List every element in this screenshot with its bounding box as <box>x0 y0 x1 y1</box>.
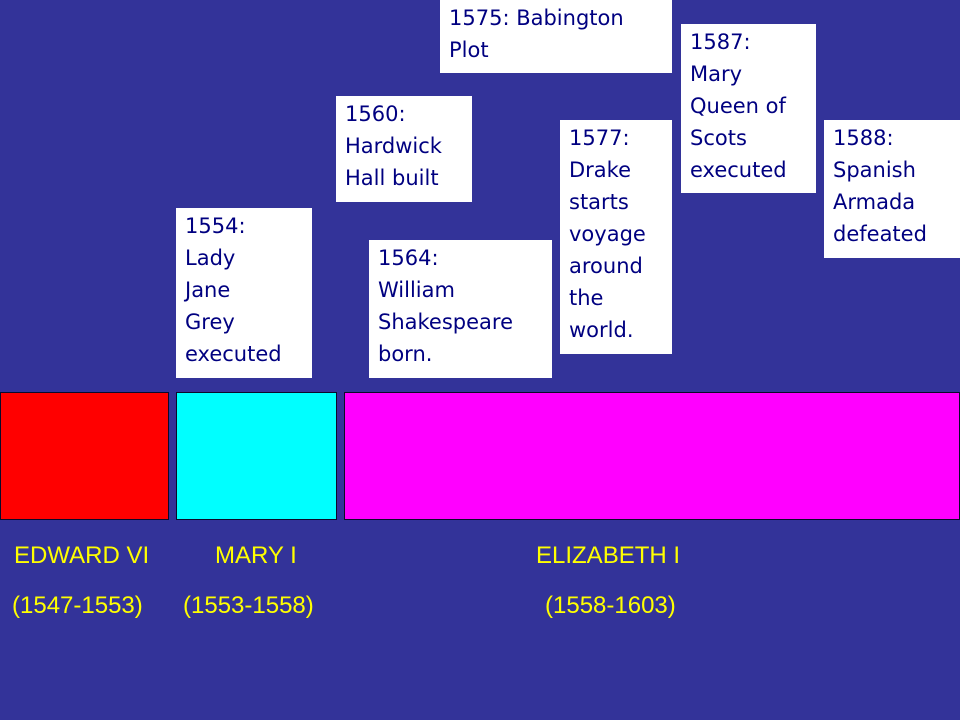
reign-years-mary-i: (1553-1558) <box>183 592 314 619</box>
event-1587-mary-queen-of-scots-executed: 1587: Mary Queen of Scots executed <box>681 24 816 193</box>
reign-years-edward-vi: (1547-1553) <box>12 592 143 619</box>
reign-name-edward-vi: EDWARD VI <box>14 542 150 569</box>
reign-name-elizabeth-i: ELIZABETH I <box>536 542 681 569</box>
event-1577-drake-voyage: 1577: Drake starts voyage around the wor… <box>560 120 672 354</box>
reign-bar-edward-vi <box>0 392 169 520</box>
event-1560-hardwick-hall-built: 1560: Hardwick Hall built <box>336 96 472 202</box>
event-1564-shakespeare-born: 1564: William Shakespeare born. <box>369 240 552 378</box>
event-1554-lady-jane-grey-executed: 1554: Lady Jane Grey executed <box>176 208 312 378</box>
reign-name-mary-i: MARY I <box>215 542 297 569</box>
reign-bar-mary-i <box>176 392 337 520</box>
reign-years-elizabeth-i: (1558-1603) <box>545 592 676 619</box>
event-1588-spanish-armada-defeated: 1588: Spanish Armada defeated <box>824 120 960 258</box>
event-1575-babington-plot: 1575: Babington Plot <box>440 0 672 73</box>
reign-bar-elizabeth-i <box>344 392 960 520</box>
